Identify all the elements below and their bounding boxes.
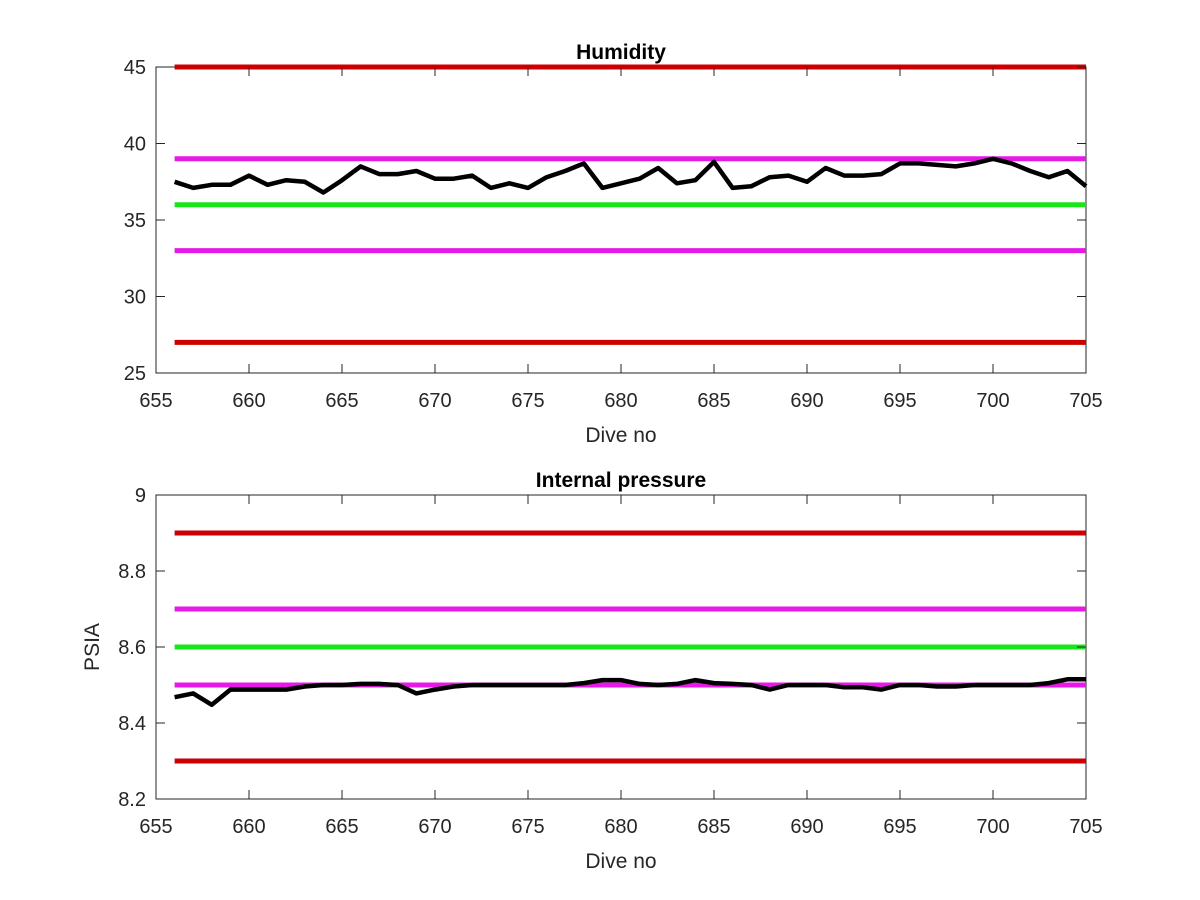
x-tick-label: 690 (790, 816, 823, 838)
x-tick-label: 695 (883, 390, 916, 412)
x-tick-label: 655 (139, 816, 172, 838)
y-tick-label: 8.8 (118, 561, 146, 583)
x-tick-label: 705 (1069, 390, 1102, 412)
x-tick-label: 665 (325, 816, 358, 838)
x-tick-label: 680 (604, 390, 637, 412)
x-tick-label: 665 (325, 390, 358, 412)
x-tick-label: 695 (883, 816, 916, 838)
x-axis-label: Dive no (585, 424, 656, 447)
x-tick-label: 685 (697, 816, 730, 838)
x-tick-label: 670 (418, 390, 451, 412)
chart-title: Internal pressure (536, 469, 706, 492)
x-tick-label: 690 (790, 390, 823, 412)
x-tick-label: 685 (697, 390, 730, 412)
x-tick-label: 680 (604, 816, 637, 838)
y-tick-label: 30 (124, 287, 146, 309)
series-line (174, 677, 1086, 708)
x-tick-label: 700 (976, 816, 1009, 838)
x-tick-label: 660 (232, 816, 265, 838)
y-tick-label: 45 (124, 57, 146, 79)
y-axis-label: PSIA (81, 623, 104, 671)
plot-area (155, 66, 1087, 374)
y-tick-label: 8.6 (118, 637, 146, 659)
y-tick-label: 25 (124, 363, 146, 385)
x-axis-label: Dive no (585, 850, 656, 873)
internal-pressure-plot: 655 660 665 670 675 680 685 690 695 700 705 8.2 8.4 8… (81, 469, 1103, 873)
chart-title: Humidity (576, 41, 666, 64)
x-tick-label: 700 (976, 390, 1009, 412)
y-tick-label: 9 (135, 485, 146, 507)
y-tick-label: 8.2 (118, 789, 146, 811)
y-tick-label: 35 (124, 210, 146, 232)
x-tick-label: 705 (1069, 816, 1102, 838)
y-tick-label: 8.4 (118, 713, 146, 735)
humidity-plot: 655 660 665 670 675 680 685 690 695 700 705 25 30 35 4… (124, 41, 1103, 447)
x-tick-label: 675 (511, 390, 544, 412)
y-tick-label: 40 (124, 134, 146, 156)
x-tick-label: 670 (418, 816, 451, 838)
series-line (173, 156, 1088, 195)
x-tick-label: 655 (139, 390, 172, 412)
x-tick-label: 675 (511, 816, 544, 838)
x-tick-label: 660 (232, 390, 265, 412)
